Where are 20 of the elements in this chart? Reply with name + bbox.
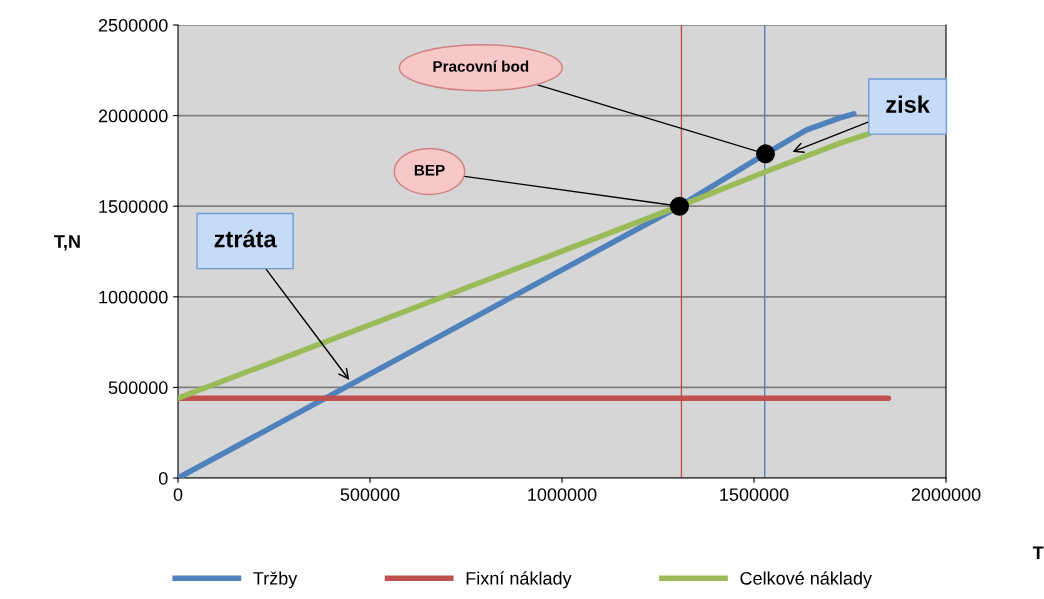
annotation: Pracovní bod [433, 60, 529, 72]
y-tick-label: 2500000 [98, 18, 168, 32]
legend-label: Celkové náklady [740, 571, 872, 589]
annotation: BEP [414, 164, 445, 176]
x-axis-title: T [1032, 546, 1044, 560]
legend-label: Tržby [253, 571, 298, 589]
annotation: ztráta [214, 229, 277, 248]
y-axis-title: T,N [54, 235, 80, 251]
x-tick-label: 2000000 [911, 488, 981, 501]
y-tick-label: 2000000 [98, 109, 168, 123]
y-tick-label: 1000000 [99, 290, 168, 304]
y-tick-label: 500000 [108, 381, 168, 395]
x-tick-label: 500000 [340, 488, 400, 501]
x-tick-label: 1500000 [720, 488, 789, 501]
x-tick-label: 1000000 [528, 488, 597, 501]
y-tick-label: 1500000 [99, 200, 168, 213]
x-tick-label: 0 [173, 488, 183, 501]
y-tick-label: 0 [158, 471, 168, 485]
legend-label: Fixní náklady [466, 571, 572, 589]
annotation: zisk [886, 95, 930, 113]
